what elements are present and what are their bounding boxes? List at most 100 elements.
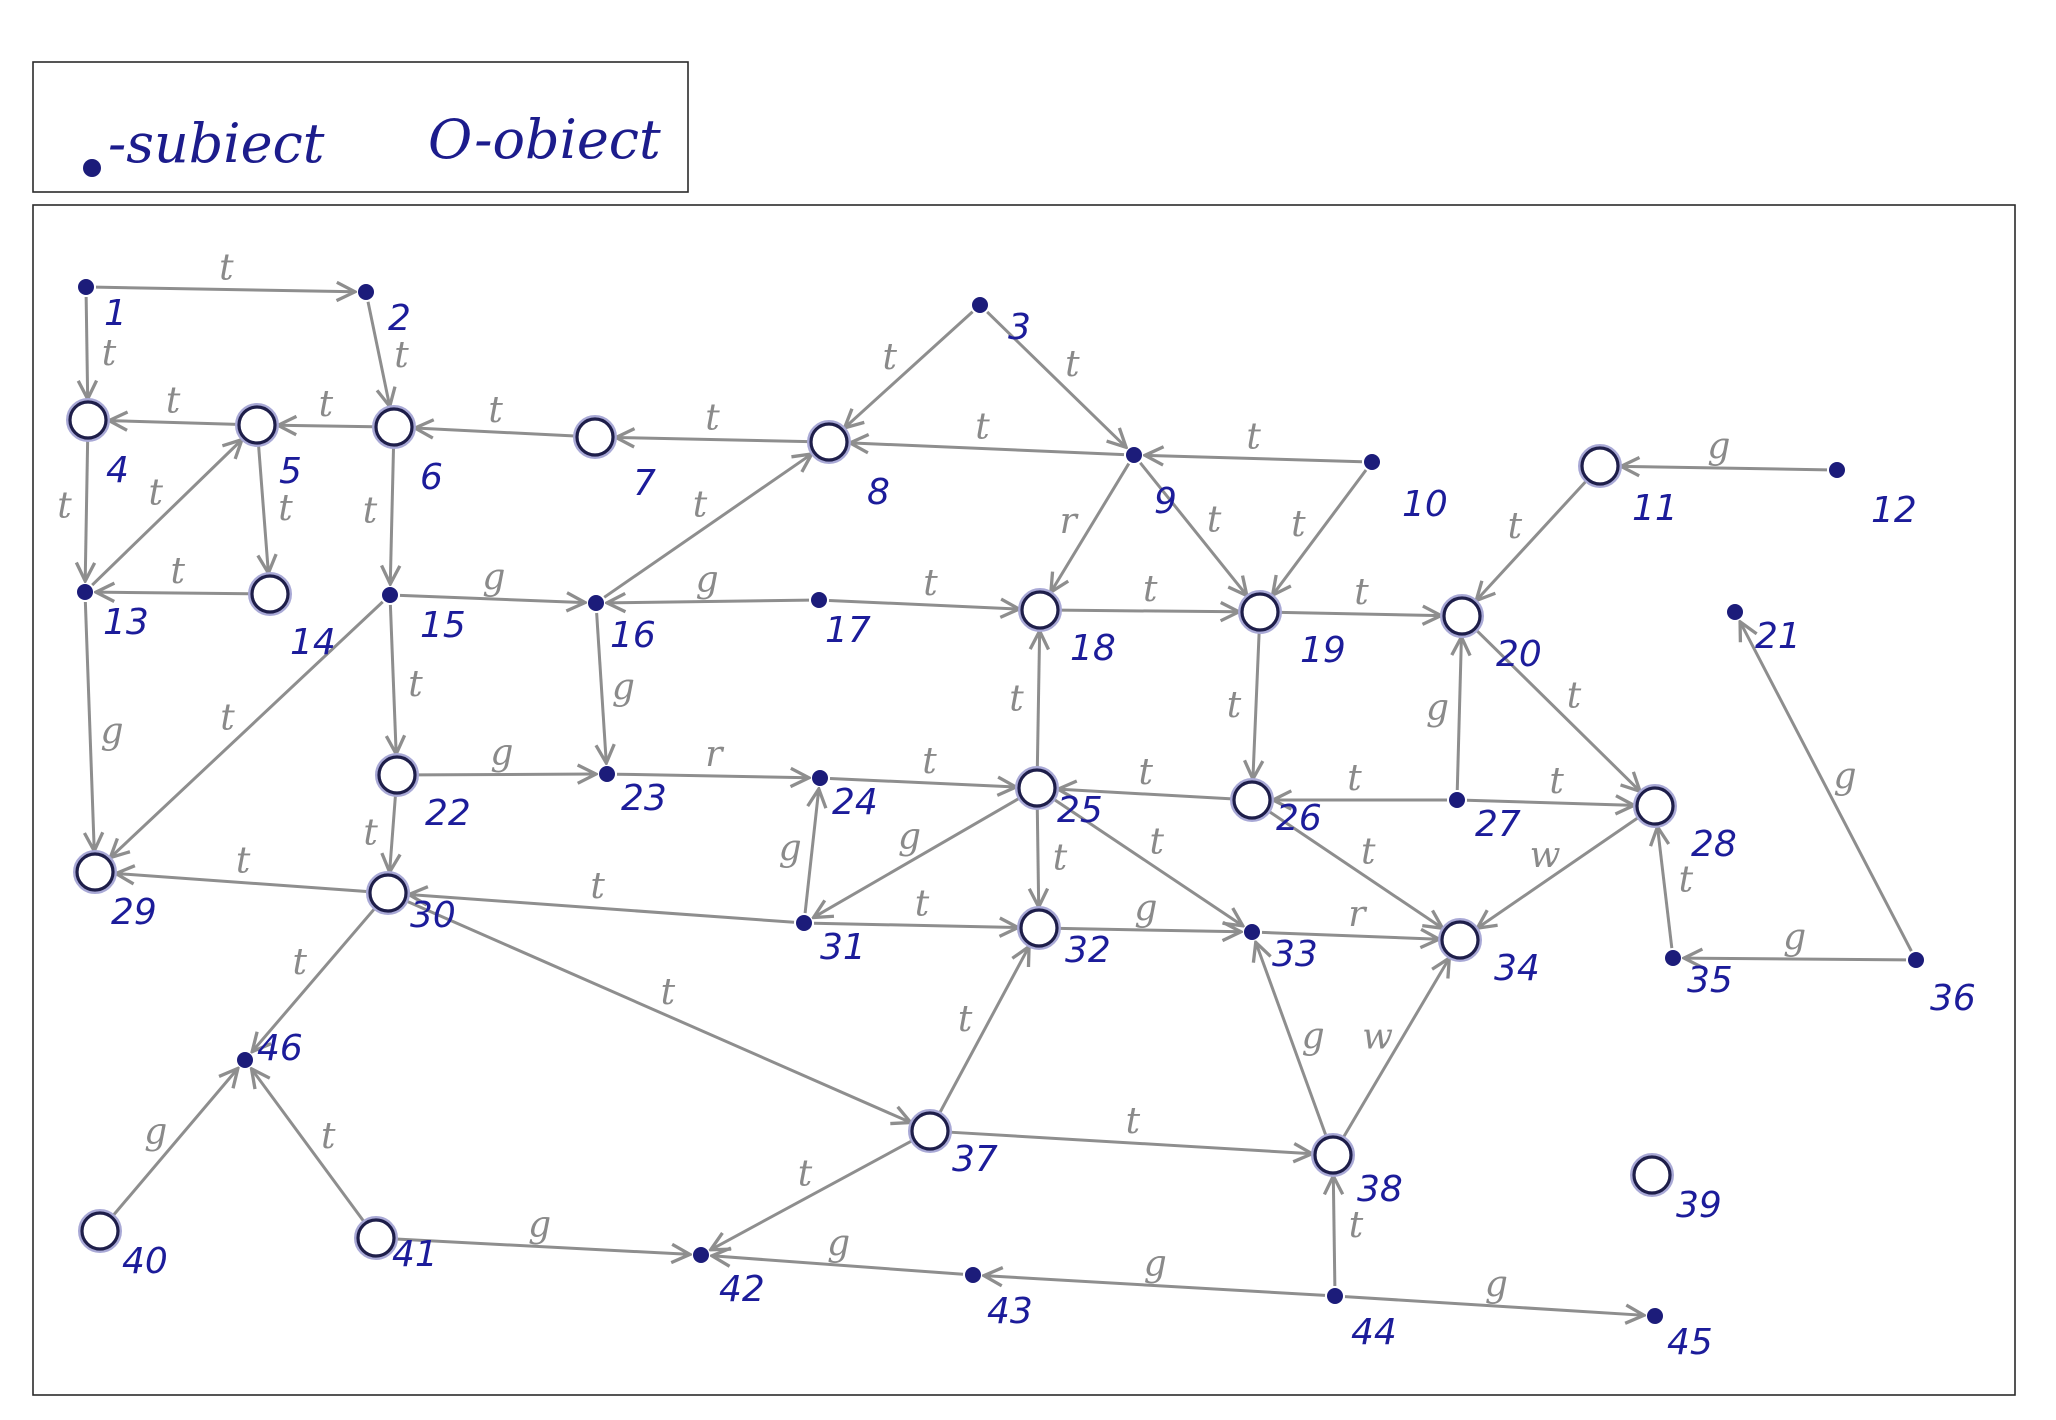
edge-41-42 <box>395 1237 690 1254</box>
node-label-13: 13 <box>103 602 149 643</box>
edge-label-25-33: t <box>1150 822 1165 863</box>
edge-44-38 <box>1333 1176 1335 1287</box>
node-label-14: 14 <box>290 622 336 663</box>
node-label-8: 8 <box>867 472 890 513</box>
subject-dot <box>811 592 827 608</box>
edge-label-17-18: t <box>923 563 938 604</box>
edge-label-1-4: t <box>102 333 117 374</box>
node-25: 25 <box>1015 766 1103 831</box>
object-halo <box>1440 594 1484 638</box>
edge-label-10-9: t <box>1246 417 1261 458</box>
edge-25-33 <box>1052 797 1243 926</box>
node-label-28: 28 <box>1691 824 1737 865</box>
edge-label-30-29: t <box>236 841 251 882</box>
edge-25-31 <box>814 796 1021 917</box>
edge-label-36-21: g <box>1833 756 1856 797</box>
edge-label-41-42: g <box>528 1205 551 1246</box>
node-label-5: 5 <box>279 451 302 492</box>
node-label-10: 10 <box>1402 484 1448 525</box>
node-32: 32 <box>1017 906 1111 971</box>
edge-label-22-30: t <box>363 812 378 853</box>
edge-1-4 <box>86 296 88 399</box>
edge-label-43-42: g <box>827 1223 850 1264</box>
edge-26-25 <box>1058 789 1233 799</box>
node-38: 38 <box>1311 1133 1403 1210</box>
edge-16-8 <box>603 454 811 599</box>
edge-label-19-26: t <box>1227 685 1242 726</box>
node-label-32: 32 <box>1065 930 1111 971</box>
edge-9-19 <box>1139 461 1247 596</box>
edge-6-5 <box>278 425 375 426</box>
object-halo <box>1015 766 1059 810</box>
subject-dot <box>358 284 374 300</box>
node-label-19: 19 <box>1300 630 1346 671</box>
object-halo <box>1018 588 1062 632</box>
object-circle <box>1635 786 1675 826</box>
object-halo <box>1633 784 1677 828</box>
object-halo <box>78 1209 122 1253</box>
node-label-34: 34 <box>1494 948 1540 989</box>
node-44: 44 <box>1327 1288 1397 1353</box>
edge-10-9 <box>1145 455 1363 461</box>
subject-dot <box>693 1247 709 1263</box>
edge-31-30 <box>409 895 795 924</box>
subject-dot <box>1829 462 1845 478</box>
edge-25-18 <box>1037 631 1039 769</box>
edge-label-30-46: t <box>293 942 308 983</box>
subject-dot <box>1727 604 1743 620</box>
diagram-frame <box>32 204 2016 1396</box>
edge-35-28 <box>1657 827 1674 949</box>
edge-label-38-34: w <box>1362 1016 1393 1057</box>
edge-label-32-33: g <box>1134 888 1157 929</box>
edge-label-2-6: t <box>394 335 409 376</box>
edge-37-42 <box>711 1139 914 1250</box>
node-label-1: 1 <box>104 293 127 334</box>
edge-label-15-29: t <box>220 697 235 738</box>
node-23: 23 <box>599 766 667 819</box>
node-26: 26 <box>1230 778 1322 839</box>
node-label-7: 7 <box>633 463 656 504</box>
node-40: 40 <box>78 1209 168 1282</box>
edge-2-6 <box>366 301 390 407</box>
edge-9-8 <box>850 443 1125 457</box>
edge-label-10-19: t <box>1291 504 1306 545</box>
node-label-31: 31 <box>820 927 866 968</box>
object-circle <box>1020 590 1060 630</box>
edge-16-23 <box>597 612 607 763</box>
edge-27-20 <box>1457 637 1461 791</box>
legend: -subiect O-obiect <box>32 61 689 193</box>
edge-label-20-28: t <box>1567 675 1582 716</box>
object-circle <box>1440 920 1480 960</box>
node-label-4: 4 <box>106 450 129 491</box>
edge-8-7 <box>616 437 810 441</box>
edge-label-25-32: t <box>1053 838 1068 879</box>
node-33: 33 <box>1244 924 1318 975</box>
node-12: 12 <box>1829 462 1917 531</box>
edge-label-16-8: t <box>693 484 708 525</box>
node-21: 21 <box>1727 604 1801 657</box>
edge-30-46 <box>252 907 377 1051</box>
object-halo <box>1311 1133 1355 1177</box>
edge-13-5 <box>91 440 242 587</box>
object-circle <box>1313 1135 1353 1175</box>
subject-dot <box>599 766 615 782</box>
subject-dot <box>1126 447 1142 463</box>
edge-9-18 <box>1051 462 1131 592</box>
edge-6-15 <box>390 446 393 584</box>
edge-label-9-8: t <box>975 407 990 448</box>
object-circle <box>377 755 417 795</box>
edge-label-17-16: g <box>696 560 719 601</box>
edge-5-4 <box>109 421 238 425</box>
node-label-21: 21 <box>1755 616 1801 657</box>
edge-33-34 <box>1261 932 1439 939</box>
edge-label-27-20: g <box>1426 687 1449 728</box>
node-label-18: 18 <box>1070 628 1116 669</box>
node-45: 45 <box>1647 1308 1713 1363</box>
node-label-42: 42 <box>719 1269 765 1310</box>
node-8: 8 <box>807 420 890 513</box>
node-10: 10 <box>1364 454 1448 525</box>
edge-label-13-5: t <box>148 473 163 514</box>
edge-label-37-38: t <box>1126 1101 1141 1142</box>
